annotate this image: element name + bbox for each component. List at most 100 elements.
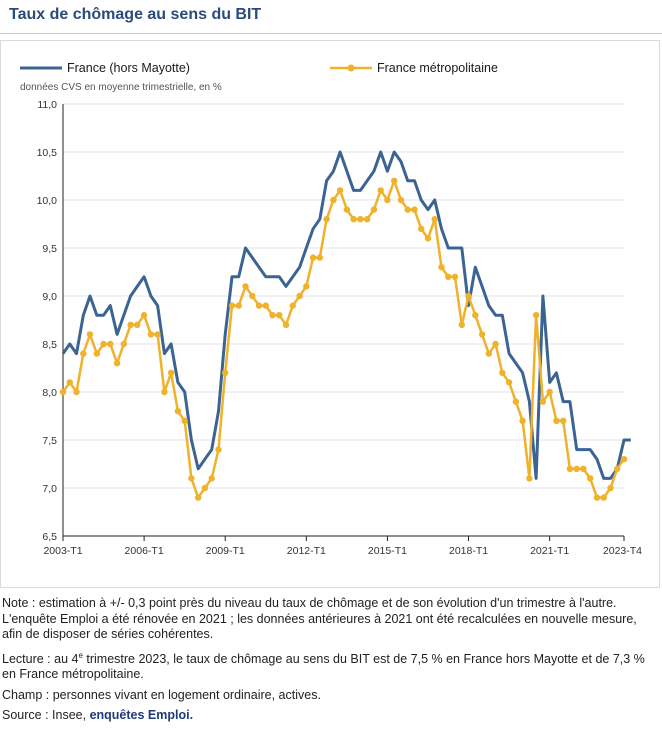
y-tick-label: 8,5 [42,339,57,351]
data-point [195,494,202,501]
data-point [546,388,553,396]
data-point [505,379,513,386]
data-point [600,494,607,501]
data-point [222,369,229,376]
notes-block: Note : estimation à +/- 0,3 point près d… [0,596,660,729]
data-point [201,484,209,492]
data-point [411,206,418,213]
data-point [350,216,357,223]
y-axis: 6,5 7,0 7,5 8,0 8,5 9,0 9,5 10,0 10,5 11,0 [37,99,64,543]
data-point [397,196,405,204]
data-point [364,216,371,223]
data-point [73,388,80,396]
data-point [330,196,337,204]
title-divider [0,33,662,34]
data-point [174,408,182,415]
data-point [343,206,351,213]
data-point [86,331,94,338]
x-tick-label: 2012-T1 [287,545,326,557]
data-point [560,417,567,424]
data-point [539,398,547,405]
data-point [384,196,391,204]
data-point [296,292,303,300]
data-point [215,446,222,453]
data-point [418,225,425,232]
data-point [377,187,384,194]
lecture-superscript: e [78,650,83,660]
y-tick-label: 7,5 [42,435,57,447]
data-point [255,302,263,309]
y-tick-label: 7,0 [42,483,57,495]
x-tick-label: 2021-T1 [530,545,569,557]
data-point [532,312,540,319]
data-point [59,388,67,396]
data-point [120,340,128,348]
chart-title: Taux de chômage au sens du BIT [9,6,262,23]
y-tick-label: 9,5 [42,243,57,255]
chart-subtitle: données CVS en moyenne trimestrielle, en… [20,82,222,93]
data-point [607,484,614,492]
data-point [593,494,601,501]
data-point [620,456,628,463]
data-point [431,216,438,223]
data-point [485,350,492,357]
x-tick-label: 2018-T1 [449,545,488,557]
data-point [580,465,587,472]
data-point [519,417,526,424]
y-tick-label: 10,5 [37,147,58,159]
data-point [323,216,330,223]
legend-label-france-hors-mayotte: France (hors Mayotte) [67,61,190,75]
data-point [93,350,101,357]
data-point [127,321,134,328]
lecture-part-a: Lecture : au 4 [2,651,79,666]
data-point [134,321,141,328]
data-point [404,206,411,213]
data-point [303,283,310,290]
data-point [140,312,148,319]
data-point [451,273,459,280]
lecture-part-b: trimestre 2023, le taux de chômage au se… [2,651,645,682]
data-point [492,340,499,348]
data-point [107,340,114,348]
source-link[interactable]: enquêtes Emploi. [89,708,194,723]
y-tick-label: 9,0 [42,291,57,303]
champ-text: Champ : personnes vivant en logement ord… [2,687,321,702]
lecture-text: Lecture : au 4e trimestre 2023, le taux … [2,648,660,683]
x-tick-label: 2009-T1 [206,545,245,557]
data-point [309,254,317,261]
source-prefix: Source : Insee, [2,708,90,723]
data-point [80,350,87,357]
data-point [276,312,283,319]
data-point [66,379,74,386]
y-tick-label: 6,5 [42,531,57,543]
data-point [391,177,398,184]
line-chart: France (hors Mayotte) France métropolita… [20,61,642,557]
data-point [154,331,161,338]
note-text: Note : estimation à +/- 0,3 point près d… [2,596,637,641]
data-point [188,475,195,482]
data-point [424,235,432,242]
x-tick-label: 2006-T1 [125,545,164,557]
data-point [242,283,249,290]
data-point [249,292,256,300]
data-point [181,417,188,424]
data-point [235,302,242,309]
data-point [438,264,445,271]
legend-label-france-metropolitaine: France métropolitaine [377,61,498,75]
chart-legend[interactable]: France (hors Mayotte) France métropolita… [20,61,498,75]
legend-marker-france-metropolitaine [347,64,355,72]
x-tick-label: 2023-T4 [603,545,642,557]
x-axis: 2003-T1 2006-T1 2009-T1 2012-T1 2015-T1 2018-… [43,535,642,557]
data-point [512,398,520,405]
data-point [445,273,452,280]
data-point [228,302,236,309]
y-tick-label: 11,0 [37,99,57,111]
data-point [357,216,364,223]
data-point [289,302,296,309]
data-point [100,340,107,348]
data-point [614,465,621,472]
data-point [465,292,472,300]
data-point [316,254,323,261]
source-text: Source : Insee, enquêtes Emploi. [2,708,660,724]
series-layer [59,150,631,501]
